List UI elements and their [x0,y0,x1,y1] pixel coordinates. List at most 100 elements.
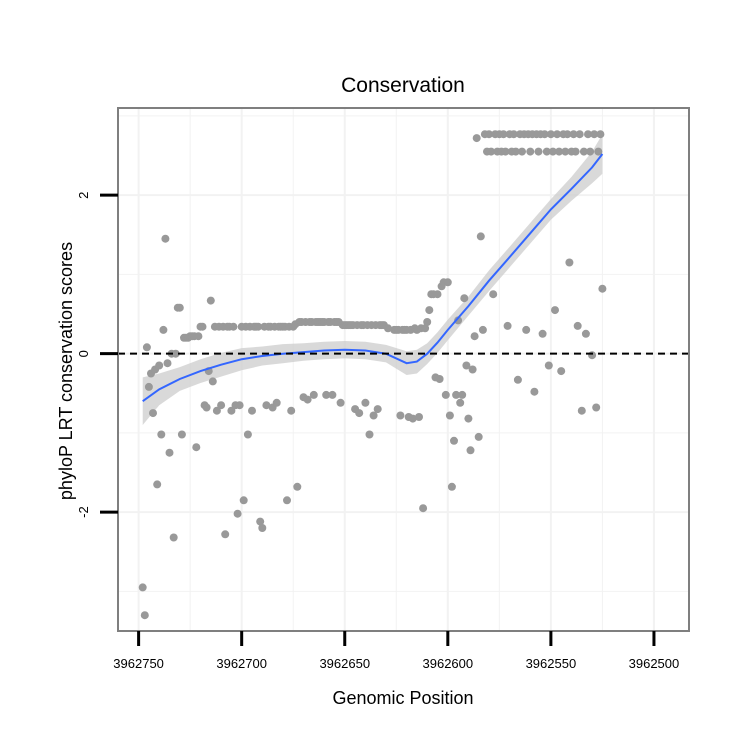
loess-line [142,153,604,403]
points-layer [138,130,607,620]
data-point [198,322,207,331]
data-point [594,147,603,156]
data-point [177,430,186,439]
data-point [478,325,487,334]
data-point [544,361,553,370]
data-point [579,147,588,156]
data-point [233,509,242,518]
x-tick-label: 3962750 [113,656,164,671]
data-point [153,480,162,489]
data-point [586,147,595,156]
data-point [239,496,248,505]
data-point [592,403,601,412]
data-point [283,496,291,505]
data-point [503,321,512,330]
data-point [384,324,392,333]
data-point [456,398,465,407]
data-point [254,322,263,331]
data-point [408,414,417,423]
data-point [470,332,479,341]
data-point [555,147,564,156]
data-point [472,134,481,143]
data-point [435,375,444,383]
data-point [258,524,267,532]
data-point [322,390,331,399]
data-point [336,398,345,407]
data-point [445,411,454,420]
data-point [561,147,570,156]
data-point [462,361,471,370]
x-tick-label: 3962600 [423,656,474,671]
data-point [159,325,168,334]
data-point [548,147,557,156]
data-point [433,290,442,299]
x-tick-label: 3962650 [319,656,370,671]
data-point [287,406,296,415]
data-point [155,361,164,370]
x-axis: 3962750 3962700 3962650 3962600 3962550 39625… [113,631,679,671]
data-point [542,147,551,156]
data-point [468,365,477,374]
data-point [355,409,364,418]
data-point [458,390,467,399]
data-point [553,130,562,139]
data-point [540,130,549,139]
data-point [256,517,265,526]
data-point [421,324,430,333]
x-tick-label: 3962550 [526,656,577,671]
data-point [443,278,452,287]
data-point [596,130,605,139]
data-point [171,349,180,358]
data-point [487,147,496,156]
data-point [563,130,572,139]
data-point [361,398,370,407]
x-tick-label: 3962700 [216,656,267,671]
data-point [577,406,586,415]
plot-panel [117,107,690,632]
data-point [149,409,157,418]
data-point [328,390,337,399]
data-point [235,401,244,410]
data-point [474,432,483,441]
data-point [546,130,555,139]
data-point [396,411,405,420]
data-point [573,321,582,330]
data-point [530,387,539,396]
data-point [138,583,147,592]
y-tick-label: 0 [76,350,91,357]
data-point [425,306,434,315]
data-point [460,294,469,303]
data-point [212,406,221,415]
data-point [369,411,378,420]
data-point [227,406,236,415]
data-point [293,482,302,491]
data-point [526,147,535,156]
data-point [262,401,271,410]
data-point [175,303,184,312]
data-point [365,430,374,439]
data-point [551,306,559,315]
data-point [140,611,149,620]
data-point [565,258,574,267]
data-point [522,325,531,334]
panel-border [117,107,690,632]
data-point [581,329,590,338]
data-point [157,430,166,439]
confidence-band-layer [142,134,603,425]
data-point [243,430,252,439]
data-point [518,147,526,156]
data-point [598,284,607,293]
data-point [415,413,423,421]
data-point [476,232,485,241]
data-point [161,234,170,243]
data-point [464,414,473,423]
data-point [569,130,578,139]
data-point [423,318,432,326]
data-point [489,290,498,299]
chart-title: Conservation [341,74,465,97]
data-point [272,398,281,407]
data-point [557,367,566,376]
x-axis-title: Genomic Position [332,688,473,708]
grid-lines [118,108,689,631]
